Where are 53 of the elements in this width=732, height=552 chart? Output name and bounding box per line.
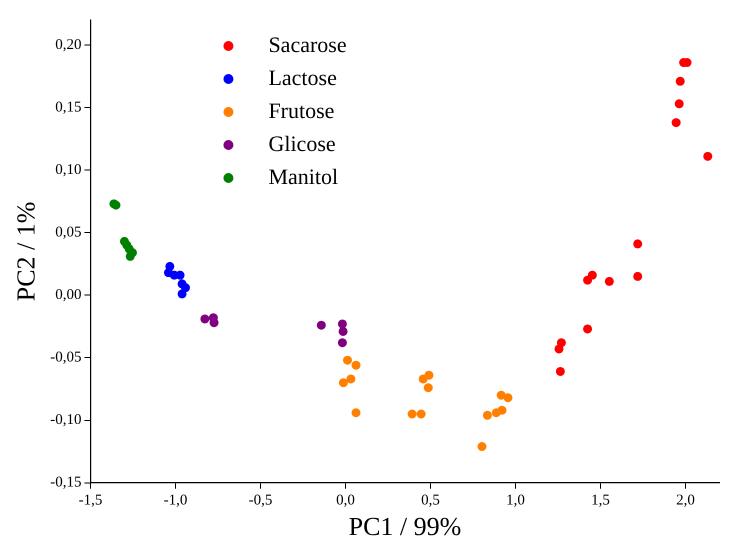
x-axis-title: PC1 / 99% [348, 512, 462, 542]
point [703, 152, 712, 161]
y-tick-label: 0,00 [55, 287, 82, 304]
y-tick-label: -0,15 [50, 474, 82, 491]
point [416, 410, 426, 419]
x-tick-label: 1,0 [506, 492, 525, 509]
y-tick-label: -0,05 [50, 350, 82, 366]
x-tick-label: -1,0 [164, 492, 188, 509]
point [633, 272, 642, 281]
point [554, 344, 564, 354]
point [424, 370, 434, 380]
x-tick-label: 2,0 [676, 492, 695, 509]
point [672, 118, 681, 128]
y-tick-label: 0,20 [55, 36, 82, 53]
x-tick-label: 1,5 [591, 492, 610, 509]
legend-label: Frutose [268, 98, 334, 123]
point [346, 374, 356, 384]
point [583, 324, 592, 334]
point [352, 360, 361, 370]
y-tick-label: 0,05 [55, 224, 82, 241]
y-tick-label: 0,10 [55, 162, 82, 178]
legend-label: Lactose [268, 64, 337, 90]
point [178, 289, 187, 298]
x-tick-label: -1,5 [78, 492, 102, 509]
point [633, 239, 642, 248]
point [424, 383, 433, 392]
point [352, 408, 361, 418]
y-axis-title: PC2 / 1% [11, 202, 40, 302]
point [338, 378, 348, 388]
x-tick-label: -0,5 [248, 492, 272, 509]
point [676, 76, 685, 86]
point [477, 442, 486, 452]
point [338, 319, 347, 328]
legend-label: Manitol [268, 164, 338, 189]
x-tick-label: 0,5 [421, 492, 440, 509]
legend-label: Sacarose [268, 32, 347, 57]
point [604, 276, 614, 286]
point [343, 356, 352, 365]
point [588, 270, 597, 280]
x-tick-label: 0,0 [336, 492, 355, 509]
legend-label: Glicose [268, 130, 336, 156]
point [408, 410, 417, 419]
point [556, 366, 565, 376]
point [338, 326, 348, 336]
point [316, 320, 326, 330]
point [674, 99, 684, 108]
point [482, 410, 492, 420]
point [498, 406, 507, 415]
y-tick-label: 0,15 [55, 99, 82, 116]
point [200, 314, 210, 324]
y-tick-label: -0,10 [50, 412, 82, 428]
point [338, 338, 347, 348]
point [504, 393, 512, 402]
